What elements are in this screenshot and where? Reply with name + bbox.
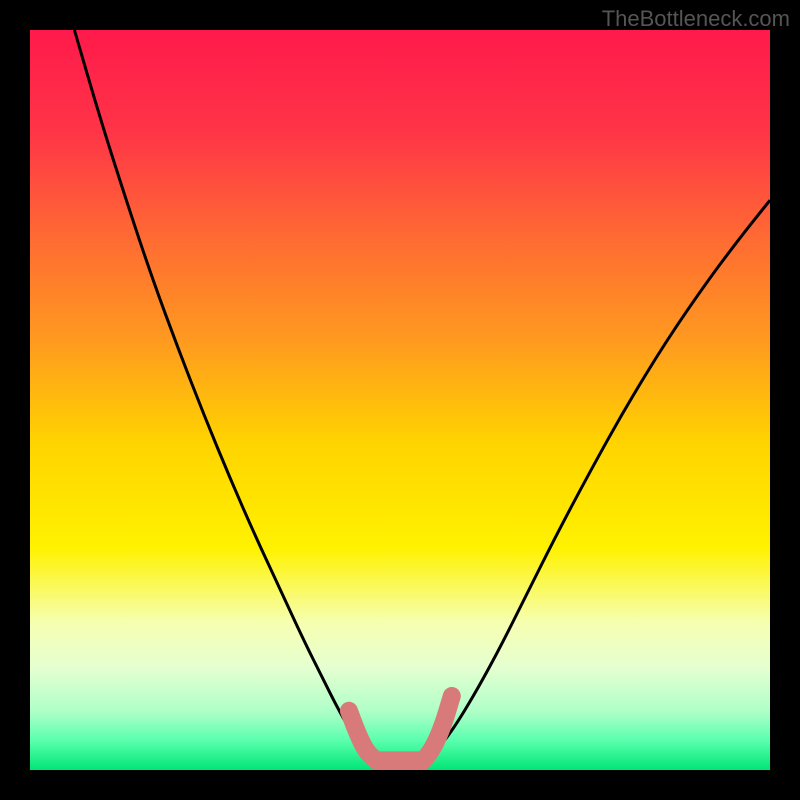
highlight-segment-2 [424,696,452,760]
curves-layer [30,30,770,770]
right-curve [422,200,770,760]
left-curve [74,30,377,760]
watermark-text: TheBottleneck.com [602,6,790,32]
plot-area [30,30,770,770]
chart-frame: TheBottleneck.com [0,0,800,800]
